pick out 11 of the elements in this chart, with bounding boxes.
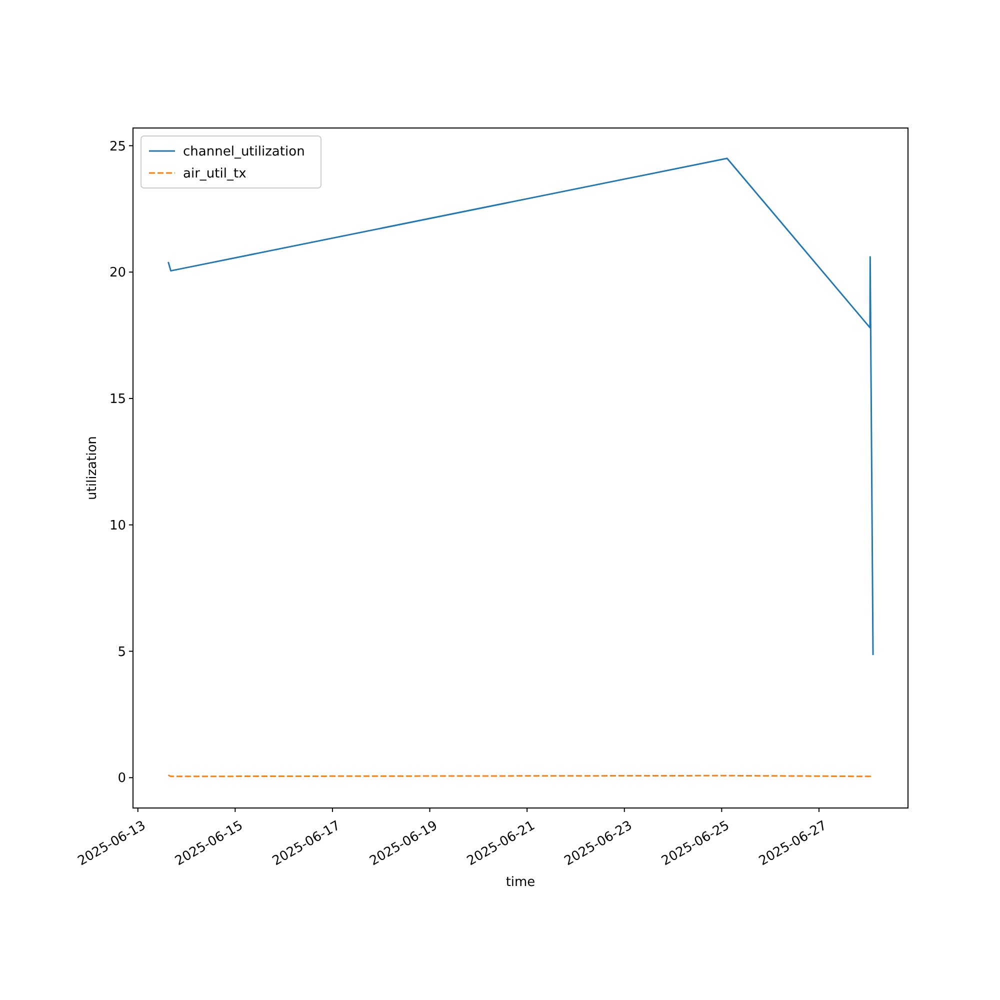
y-tick-label: 10 [109, 518, 126, 534]
y-axis-title: utilization [85, 436, 100, 500]
y-tick-label: 5 [118, 644, 126, 660]
legend-label: air_util_tx [183, 166, 247, 182]
y-tick-label: 20 [109, 266, 126, 281]
x-axis-title: time [506, 875, 536, 890]
line-series [168, 158, 874, 656]
legend-label: channel_utilization [183, 144, 305, 160]
y-tick-label: 15 [109, 392, 126, 408]
y-tick-label: 25 [109, 139, 126, 154]
y-tick-label: 0 [118, 771, 126, 786]
